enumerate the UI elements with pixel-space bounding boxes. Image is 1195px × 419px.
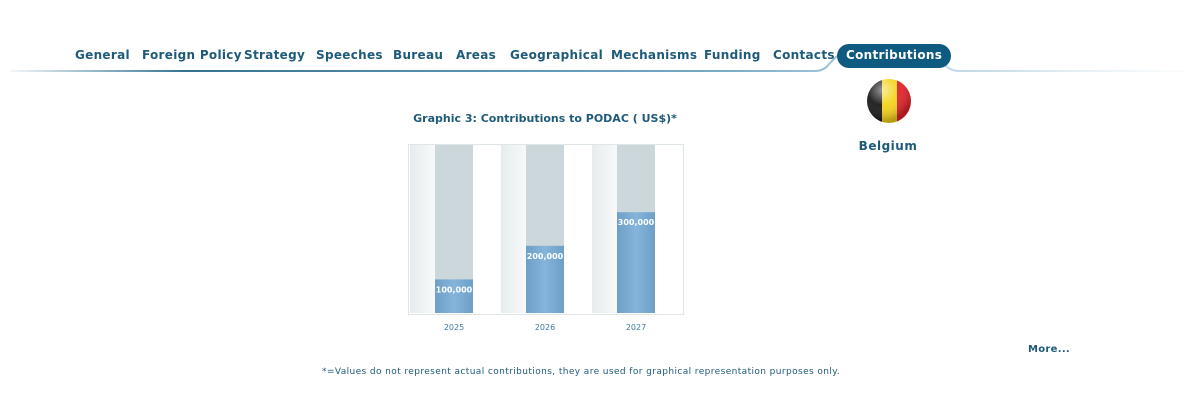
country-name: Belgium [858, 139, 918, 153]
chart-title: Graphic 3: Contributions to PODAC ( US$)… [413, 112, 677, 125]
nav-speeches[interactable]: Speeches [316, 48, 383, 62]
chart-data-label: 300,000 [618, 218, 655, 227]
nav-areas[interactable]: Areas [456, 48, 497, 62]
chart-x-tick-label: 2027 [626, 323, 646, 332]
nav-contributions[interactable]: Contributions [837, 44, 952, 68]
contributions-bar-chart: 100,000 2025 200,000 2026 300,000 2027 [408, 144, 684, 332]
more-link[interactable]: More... [1028, 344, 1071, 355]
belgium-flag-icon [867, 79, 911, 123]
nav-contacts[interactable]: Contacts [773, 48, 835, 62]
nav-general[interactable]: General [75, 48, 130, 62]
chart-bar [526, 245, 564, 313]
chart-data-label: 200,000 [527, 252, 564, 261]
chart-bar [435, 279, 473, 313]
nav-underline [10, 55, 1185, 72]
nav-foreign-policy[interactable]: Foreign Policy [142, 48, 242, 62]
nav-geographical[interactable]: Geographical [510, 48, 604, 62]
chart-x-tick-label: 2025 [444, 323, 464, 332]
chart-data-label: 100,000 [436, 285, 473, 294]
chart-bar [617, 212, 655, 313]
chart-frame [408, 144, 684, 315]
nav-funding[interactable]: Funding [704, 48, 761, 62]
chart-x-tick-label: 2026 [535, 323, 555, 332]
nav-strategy[interactable]: Strategy [244, 48, 306, 62]
nav-mechanisms[interactable]: Mechanisms [611, 48, 698, 62]
footnote: *=Values do not represent actual contrib… [322, 367, 841, 377]
nav-bureau[interactable]: Bureau [393, 48, 444, 62]
